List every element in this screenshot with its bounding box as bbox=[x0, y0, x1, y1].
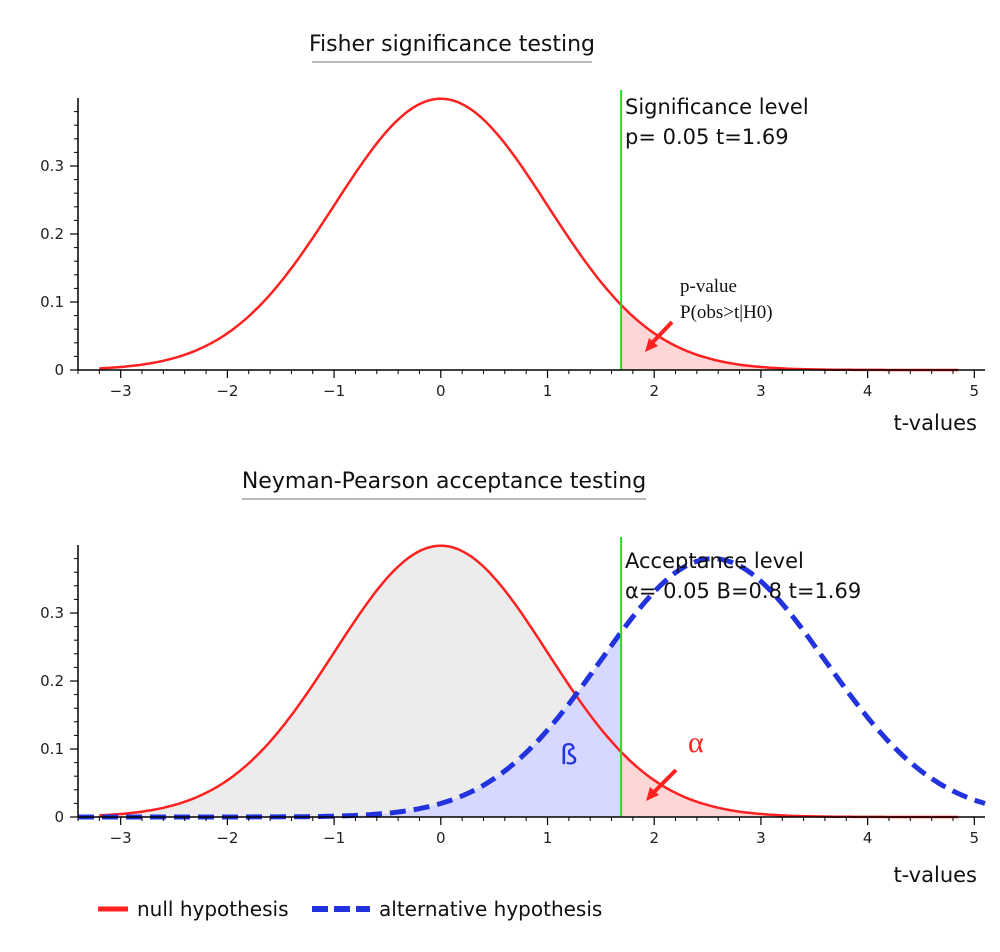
annotation-acceptance-values: α= 0.05 Β=0.8 t=1.69 bbox=[625, 579, 861, 603]
annotation-pvalue-formula: P(obs>t|H0) bbox=[680, 302, 773, 323]
x-tick-label: −3 bbox=[110, 829, 132, 847]
x-tick-label: 5 bbox=[970, 382, 980, 400]
x-tick-label: −1 bbox=[323, 382, 345, 400]
x-tick-label: 1 bbox=[543, 382, 553, 400]
x-tick-label: 2 bbox=[649, 829, 659, 847]
x-tick-label: −1 bbox=[323, 829, 345, 847]
x-tick-label: 5 bbox=[970, 829, 980, 847]
y-tick-label: 0.2 bbox=[40, 225, 64, 243]
y-tick-label: 0.1 bbox=[40, 740, 64, 758]
annotation-beta: ß bbox=[560, 738, 578, 771]
series-line-null-hypothesis bbox=[99, 97, 959, 372]
x-tick-label: 4 bbox=[863, 382, 873, 400]
shaded-region-beta bbox=[78, 632, 622, 817]
annotation-alpha: α bbox=[688, 726, 704, 759]
y-ticks: 0 0.1 0.2 0.3 bbox=[40, 111, 78, 379]
legend-label-null-hypothesis: null hypothesis bbox=[137, 897, 288, 921]
alpha-arrow bbox=[652, 768, 678, 794]
x-tick-label: −2 bbox=[216, 382, 238, 400]
annotation-acceptance-title: Acceptance level bbox=[625, 549, 804, 573]
x-ticks: −3 −2 −1 0 1 2 3 4 5 bbox=[77, 370, 980, 400]
shaded-region-alpha bbox=[621, 752, 959, 817]
x-tick-label: 4 bbox=[863, 829, 873, 847]
x-tick-label: 0 bbox=[436, 829, 446, 847]
chart-neyman-pearson: Neyman-Pearson acceptance testing −3 −2 −1… bbox=[40, 469, 986, 887]
chart-title-fisher: Fisher significance testing bbox=[309, 32, 595, 57]
y-tick-label: 0.1 bbox=[40, 293, 64, 311]
x-ticks: −3 −2 −1 0 1 2 3 4 5 bbox=[77, 817, 980, 847]
annotation-pvalue-title: p-value bbox=[680, 276, 737, 297]
annotation-significance-values: p= 0.05 t=1.69 bbox=[625, 125, 789, 149]
x-tick-label: 1 bbox=[543, 829, 553, 847]
y-tick-label: 0.3 bbox=[40, 604, 64, 622]
chart-title-neyman-pearson: Neyman-Pearson acceptance testing bbox=[242, 469, 646, 494]
legend: null hypothesis alternative hypothesis bbox=[98, 897, 602, 921]
x-tick-label: −3 bbox=[110, 382, 132, 400]
pvalue-arrowhead bbox=[645, 338, 658, 352]
y-tick-label: 0 bbox=[54, 808, 64, 826]
shaded-region-pvalue bbox=[621, 305, 959, 370]
x-axis-label-fisher: t-values bbox=[893, 411, 977, 435]
legend-label-alternative-hypothesis: alternative hypothesis bbox=[379, 897, 602, 921]
y-ticks: 0 0.1 0.2 0.3 bbox=[40, 558, 78, 826]
x-tick-label: 3 bbox=[756, 382, 766, 400]
shaded-region-acceptance bbox=[99, 545, 622, 817]
x-axis-label-neyman-pearson: t-values bbox=[893, 863, 977, 887]
y-tick-label: 0.3 bbox=[40, 157, 64, 175]
x-tick-label: 2 bbox=[649, 382, 659, 400]
x-tick-label: 0 bbox=[436, 382, 446, 400]
x-tick-label: 3 bbox=[756, 829, 766, 847]
pvalue-arrow bbox=[650, 320, 674, 345]
y-tick-label: 0 bbox=[54, 361, 64, 379]
x-tick-label: −2 bbox=[216, 829, 238, 847]
chart-fisher: Fisher significance testing −3 −2 −1 0 1 2 3 4 5… bbox=[40, 32, 985, 435]
y-tick-label: 0.2 bbox=[40, 672, 64, 690]
alpha-arrowhead bbox=[646, 787, 659, 801]
annotation-significance-title: Significance level bbox=[625, 95, 809, 119]
